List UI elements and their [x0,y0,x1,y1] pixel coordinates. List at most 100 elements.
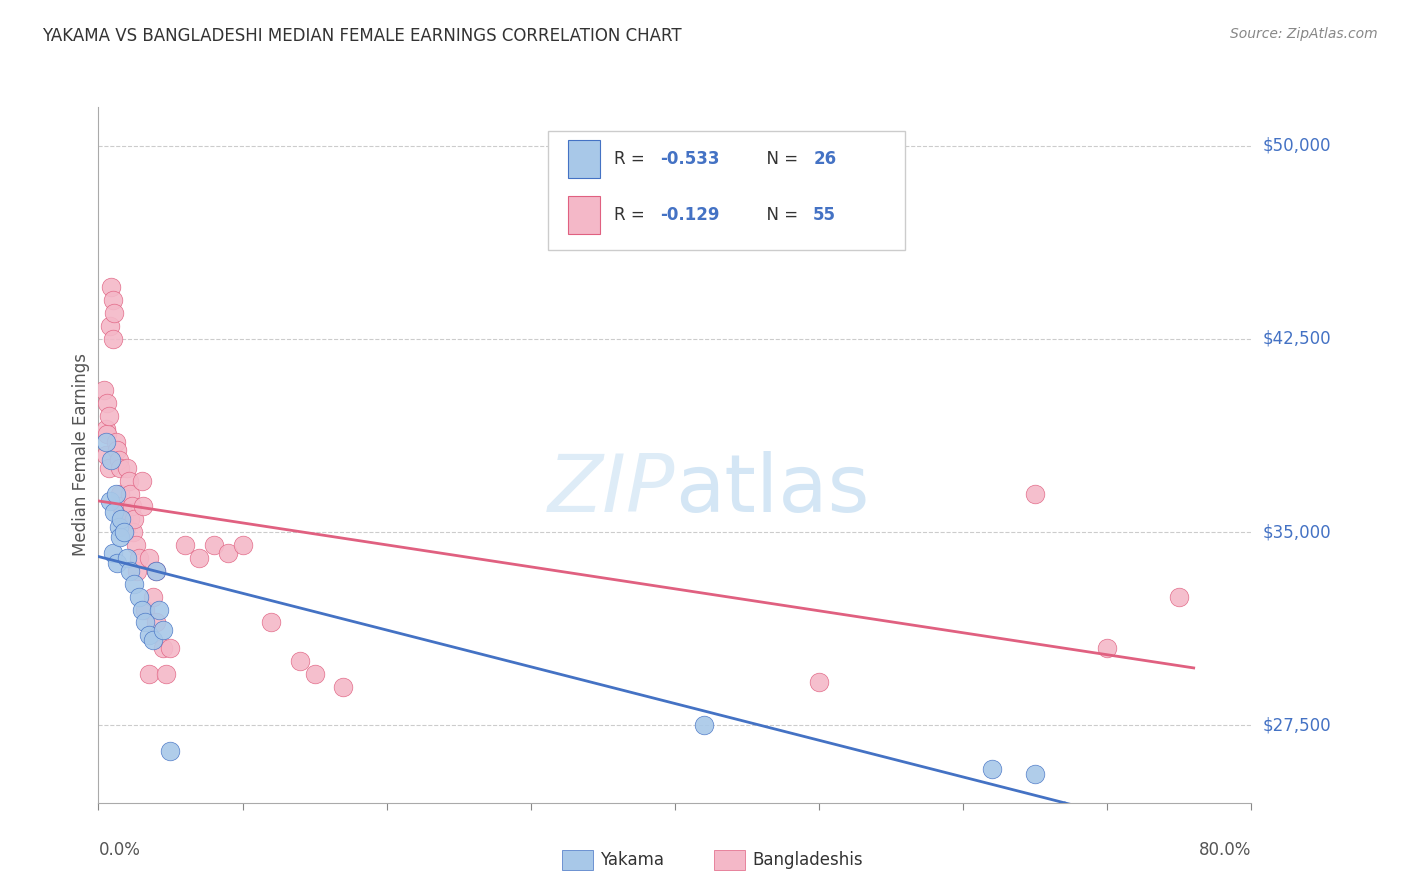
Text: 0.0%: 0.0% [98,841,141,860]
Text: -0.129: -0.129 [659,206,720,224]
Point [100,453,122,467]
Text: $35,000: $35,000 [1263,524,1331,541]
Point [112,512,135,526]
FancyBboxPatch shape [568,140,600,178]
Point [98,319,121,334]
Point [104,486,127,500]
Point [131,602,153,616]
Point [101,546,124,560]
Point [159,641,181,656]
Text: Yakama: Yakama [600,851,665,869]
Point [100,280,122,294]
Point [105,442,128,457]
Point [152,623,174,637]
Point [97,460,120,475]
Point [94,448,117,462]
Text: -0.533: -0.533 [659,150,720,169]
Point [101,293,124,308]
Point [118,474,141,488]
Point [145,615,167,630]
Point [1168,590,1191,604]
Text: $50,000: $50,000 [1263,136,1331,154]
Point [108,530,131,544]
Point [1024,486,1046,500]
Text: R =: R = [614,150,650,169]
Point [304,667,326,681]
Point [217,546,239,560]
Point [110,512,132,526]
Text: 55: 55 [813,206,837,224]
Text: 80.0%: 80.0% [1199,841,1251,860]
Point [93,384,115,398]
Text: N =: N = [755,150,803,169]
Point [127,564,149,578]
Point [145,564,167,578]
Point [138,667,160,681]
Point [807,674,830,689]
Point [105,556,128,570]
Point [114,520,136,534]
Point [155,667,177,681]
Point [332,680,354,694]
Point [103,306,125,320]
Point [693,718,716,732]
Point [108,486,131,500]
Point [94,422,117,436]
Point [290,654,312,668]
Point [101,332,124,346]
Point [120,564,142,578]
Point [128,551,150,566]
Point [131,474,153,488]
Point [117,551,138,566]
Text: N =: N = [755,206,803,224]
Point [128,590,150,604]
Point [142,633,165,648]
Point [112,525,135,540]
Point [202,538,225,552]
Text: YAKAMA VS BANGLADESHI MEDIAN FEMALE EARNINGS CORRELATION CHART: YAKAMA VS BANGLADESHI MEDIAN FEMALE EARN… [42,27,682,45]
Point [231,538,254,552]
Point [122,525,145,540]
Point [94,435,117,450]
Point [107,453,129,467]
Point [1097,641,1119,656]
Point [96,396,118,410]
Point [103,505,125,519]
FancyBboxPatch shape [548,131,905,250]
Point [159,744,181,758]
Point [260,615,283,630]
Point [107,520,129,534]
Text: $27,500: $27,500 [1263,716,1331,734]
Point [111,505,134,519]
Point [134,615,156,630]
Point [142,590,165,604]
Point [188,551,211,566]
FancyBboxPatch shape [568,195,600,234]
Point [110,500,132,514]
Point [132,500,155,514]
Text: R =: R = [614,206,650,224]
Point [174,538,197,552]
Point [108,460,131,475]
Y-axis label: Median Female Earnings: Median Female Earnings [72,353,90,557]
Text: $42,500: $42,500 [1263,330,1331,348]
Point [138,628,160,642]
Point [145,564,167,578]
Text: 26: 26 [813,150,837,169]
Text: ZIP: ZIP [547,450,675,529]
Point [120,512,142,526]
Point [117,460,138,475]
Point [121,500,143,514]
Point [124,576,146,591]
Point [148,602,170,616]
Point [120,486,142,500]
Point [152,641,174,656]
Point [97,409,120,424]
Point [124,512,146,526]
Text: atlas: atlas [675,450,869,529]
Text: Bangladeshis: Bangladeshis [752,851,863,869]
Point [96,427,118,442]
Point [138,551,160,566]
Point [98,494,121,508]
Point [134,602,156,616]
